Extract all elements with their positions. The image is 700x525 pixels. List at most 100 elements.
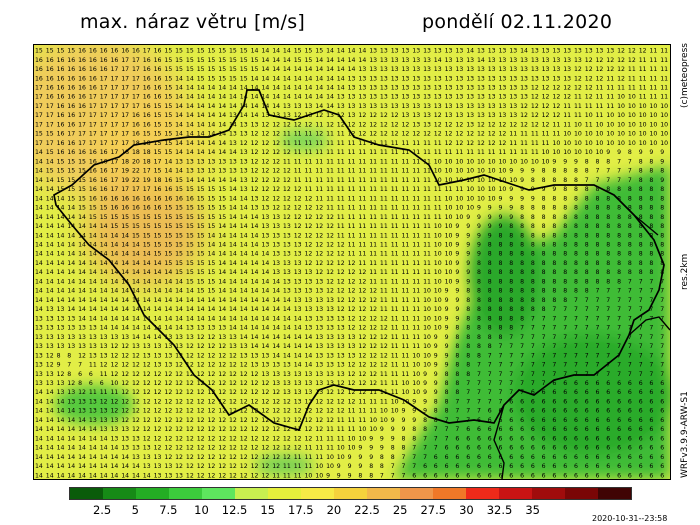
gust-value: 17: [100, 140, 108, 147]
gust-value: 13: [175, 343, 183, 350]
gust-value: 14: [229, 232, 237, 239]
gust-value: 9: [412, 408, 416, 415]
gust-value: 7: [596, 315, 600, 322]
gust-value: 16: [100, 149, 108, 156]
gust-value: 10: [552, 140, 560, 147]
gust-value: 14: [143, 251, 151, 258]
gust-value: 10: [606, 131, 614, 138]
gust-value: 15: [57, 168, 65, 175]
gust-value: 13: [111, 426, 119, 433]
gust-value: 11: [412, 223, 420, 230]
gust-value: 12: [175, 454, 183, 461]
gust-value: 16: [78, 85, 86, 92]
gust-value: 8: [617, 214, 621, 221]
gust-value: 13: [337, 325, 345, 332]
gust-value: 14: [208, 131, 216, 138]
gust-value: 17: [121, 57, 129, 64]
gust-value: 14: [100, 315, 108, 322]
gust-value: 14: [261, 75, 269, 82]
gust-value: 15: [186, 242, 194, 249]
gust-value: 10: [466, 205, 474, 212]
gust-value: 8: [552, 297, 556, 304]
gust-value: 13: [391, 94, 399, 101]
gust-value: 15: [57, 158, 65, 165]
gust-value: 14: [111, 260, 119, 267]
gust-value: 8: [531, 251, 535, 258]
gust-value: 18: [143, 149, 151, 156]
gust-value: 11: [380, 399, 388, 406]
gust-value: 8: [574, 232, 578, 239]
gust-value: 12: [272, 426, 280, 433]
gust-value: 12: [358, 362, 366, 369]
gust-value: 11: [369, 149, 377, 156]
gust-value: 9: [466, 232, 470, 239]
gust-value: 8: [509, 260, 513, 267]
gust-value: 11: [391, 223, 399, 230]
gust-value: 14: [186, 94, 194, 101]
gust-value: 11: [660, 66, 668, 73]
gust-value: 6: [574, 454, 578, 461]
gust-value: 8: [606, 278, 610, 285]
gust-value: 13: [272, 380, 280, 387]
gust-value: 12: [121, 343, 129, 350]
gust-value: 8: [488, 297, 492, 304]
gust-value: 17: [46, 103, 54, 110]
gust-value: 11: [380, 140, 388, 147]
gust-value: 13: [111, 435, 119, 442]
gust-value: 14: [67, 417, 75, 424]
gust-value: 12: [240, 399, 248, 406]
gust-value: 14: [46, 232, 54, 239]
gust-value: 16: [57, 57, 65, 64]
gust-value: 11: [434, 195, 442, 202]
gust-value: 8: [639, 260, 643, 267]
gust-value: 9: [499, 195, 503, 202]
gust-value: 13: [412, 94, 420, 101]
gust-value: 14: [283, 306, 291, 313]
gust-value: 14: [78, 214, 86, 221]
gust-value: 13: [434, 66, 442, 73]
gust-value: 11: [563, 103, 571, 110]
gust-value: 13: [563, 48, 571, 55]
gust-value: 14: [197, 131, 205, 138]
gust-value: 14: [272, 278, 280, 285]
gust-value: 8: [585, 251, 589, 258]
gust-value: 15: [197, 232, 205, 239]
gust-value: 12: [218, 472, 226, 479]
colorbar-swatch: [301, 488, 334, 499]
gust-value: 7: [585, 334, 589, 341]
gust-value: 11: [596, 85, 604, 92]
gust-value: 10: [606, 140, 614, 147]
gust-value: 12: [326, 288, 334, 295]
gust-value: 15: [294, 48, 302, 55]
gust-value: 11: [391, 186, 399, 193]
gust-value: 8: [639, 242, 643, 249]
gust-value: 13: [46, 315, 54, 322]
gust-value: 14: [89, 297, 97, 304]
gust-value: 16: [67, 149, 75, 156]
gust-value: 12: [348, 315, 356, 322]
gust-value: 9: [499, 223, 503, 230]
gust-value: 13: [164, 352, 172, 359]
gust-value: 13: [272, 371, 280, 378]
gust-value: 14: [175, 85, 183, 92]
gust-value: 9: [488, 232, 492, 239]
gust-value: 16: [164, 195, 172, 202]
gust-value: 13: [315, 297, 323, 304]
run-timestamp: 2020-10-31--23:58: [592, 514, 668, 523]
gust-value: 17: [111, 66, 119, 73]
gust-value: 13: [305, 297, 313, 304]
gust-value: 14: [46, 389, 54, 396]
gust-value: 14: [111, 315, 119, 322]
gust-value: 8: [78, 380, 82, 387]
gust-value: 6: [606, 463, 610, 470]
gust-value: 12: [585, 57, 593, 64]
gust-value: 17: [46, 112, 54, 119]
gust-value: 12: [380, 325, 388, 332]
gust-value: 9: [455, 251, 459, 258]
gust-value: 13: [35, 362, 43, 369]
gust-value: 14: [67, 463, 75, 470]
gust-value: 13: [272, 232, 280, 239]
gust-value: 14: [229, 195, 237, 202]
gust-value: 14: [186, 121, 194, 128]
gust-value: 12: [251, 186, 259, 193]
